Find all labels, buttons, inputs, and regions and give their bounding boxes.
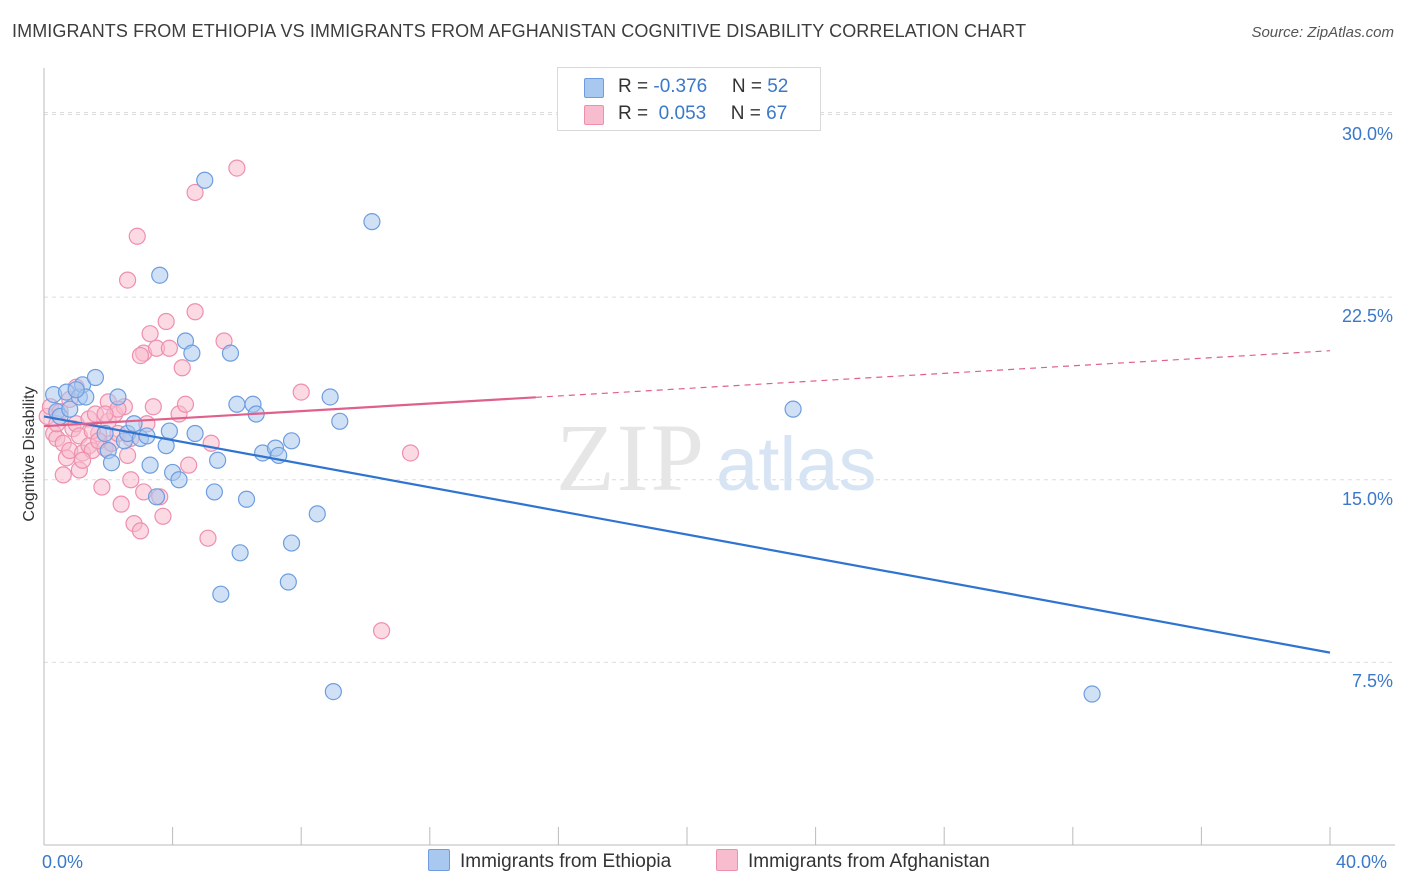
ethiopia-point — [147, 488, 166, 506]
watermark-atlas: atlas — [716, 422, 877, 507]
bottom-legend-label-ethiopia: Immigrants from Ethiopia — [460, 851, 672, 873]
y-tick-label: 22.5% — [1341, 306, 1393, 327]
bottom-legend-ethiopia: Immigrants from Ethiopia — [428, 849, 672, 873]
afghanistan-point — [180, 456, 198, 474]
chart-title: IMMIGRANTS FROM ETHIOPIA VS IMMIGRANTS F… — [12, 21, 1027, 41]
watermark: ZIP atlas — [556, 404, 877, 511]
ethiopia-point — [183, 344, 201, 362]
afghanistan-point — [173, 359, 191, 377]
bottom-legend-swatch-ethiopia — [428, 849, 450, 871]
ethiopia-point — [205, 483, 223, 501]
ethiopia-point — [151, 266, 169, 284]
trend-lines — [43, 350, 1331, 654]
afghanistan-point — [131, 522, 150, 540]
ethiopia-point — [321, 388, 339, 406]
afghanistan-point — [122, 471, 140, 489]
ethiopia-point — [141, 456, 159, 474]
afghanistan-point — [372, 622, 391, 640]
watermark-zip: ZIP — [556, 404, 706, 511]
afghanistan-point — [118, 271, 137, 289]
afghanistan-point — [292, 383, 310, 401]
afghanistan-point — [176, 395, 195, 413]
ethiopia-point — [228, 395, 246, 413]
legend-n-value: 67 — [766, 103, 788, 124]
ethiopia-point — [125, 415, 143, 433]
ethiopia-point — [160, 422, 178, 440]
afghanistan-trend-line-extension — [535, 350, 1331, 398]
ethiopia-point — [186, 424, 204, 443]
legend-n-value: 52 — [767, 76, 789, 97]
axes — [43, 68, 1395, 846]
ethiopia-point — [363, 213, 381, 231]
afghanistan-point — [154, 507, 172, 525]
afghanistan-point — [112, 495, 130, 513]
x-tick-label-max: 40.0% — [1336, 852, 1388, 872]
source-label: Source: ZipAtlas.com — [1251, 24, 1394, 41]
ethiopia-point — [67, 381, 85, 399]
ethiopia-point — [331, 412, 349, 430]
ethiopia-point — [1083, 685, 1101, 703]
afghanistan-point — [73, 451, 92, 469]
afghanistan-trend-line — [43, 396, 536, 428]
ethiopia-point — [102, 454, 121, 472]
legend-r-label: R = — [618, 103, 654, 124]
afghanistan-point — [93, 478, 111, 496]
afghanistan-point — [128, 227, 146, 245]
ethiopia-point — [221, 344, 240, 362]
bottom-legend-afghanistan: Immigrants from Afghanistan — [716, 849, 990, 873]
afghanistan-point — [118, 446, 137, 465]
afghanistan-point — [186, 183, 204, 202]
y-tick-label: 30.0% — [1341, 123, 1393, 144]
ethiopia-point — [109, 388, 127, 406]
grid-lines — [44, 112, 1395, 663]
afghanistan-point — [401, 444, 420, 462]
bottom-legend-swatch-afghanistan — [716, 849, 738, 871]
ethiopia-point — [196, 171, 214, 189]
legend-swatch-ethiopia — [584, 78, 604, 98]
x-tick-label-min: 0.0% — [42, 852, 84, 872]
afghanistan-point — [141, 325, 159, 343]
afghanistan-point — [160, 339, 178, 357]
ethiopia-point — [237, 490, 256, 508]
ethiopia-point — [231, 544, 249, 562]
afghanistan-point — [131, 346, 150, 365]
ethiopia-point — [279, 573, 297, 591]
y-tick-label: 15.0% — [1341, 488, 1393, 509]
ethiopia-points — [45, 171, 1101, 703]
afghanistan-points — [38, 159, 420, 640]
ethiopia-point — [308, 505, 326, 523]
legend-swatch-afghanistan — [584, 105, 604, 125]
bottom-legend-label-afghanistan: Immigrants from Afghanistan — [748, 851, 990, 873]
correlation-legend: R = -0.376 N = 52 R = 0.053 N = 67 — [557, 67, 821, 131]
ethiopia-point — [86, 368, 105, 387]
ethiopia-point — [282, 534, 301, 552]
y-tick-label: 7.5% — [1351, 671, 1393, 692]
ethiopia-point — [324, 682, 342, 701]
ethiopia-point — [282, 432, 301, 450]
y-axis-label: Cognitive Disability — [21, 386, 38, 522]
afghanistan-point — [228, 159, 246, 177]
afghanistan-point — [54, 466, 72, 484]
ethiopia-point — [170, 471, 188, 489]
ethiopia-trend-line — [43, 415, 1331, 654]
afghanistan-point — [186, 303, 204, 321]
ethiopia-point — [212, 585, 230, 603]
ethiopia-point — [784, 400, 802, 418]
legend-r-value: 0.053 — [653, 103, 707, 124]
legend-r-value: -0.376 — [653, 76, 708, 97]
afghanistan-point — [144, 398, 162, 416]
ethiopia-point — [209, 451, 227, 469]
afghanistan-point — [157, 312, 175, 331]
legend-r-label: R = — [618, 76, 654, 97]
afghanistan-point — [199, 529, 217, 547]
legend-n-label: N = — [731, 76, 768, 97]
afghanistan-point — [96, 405, 114, 423]
legend-n-label: N = — [730, 103, 767, 124]
ethiopia-point — [61, 400, 79, 418]
